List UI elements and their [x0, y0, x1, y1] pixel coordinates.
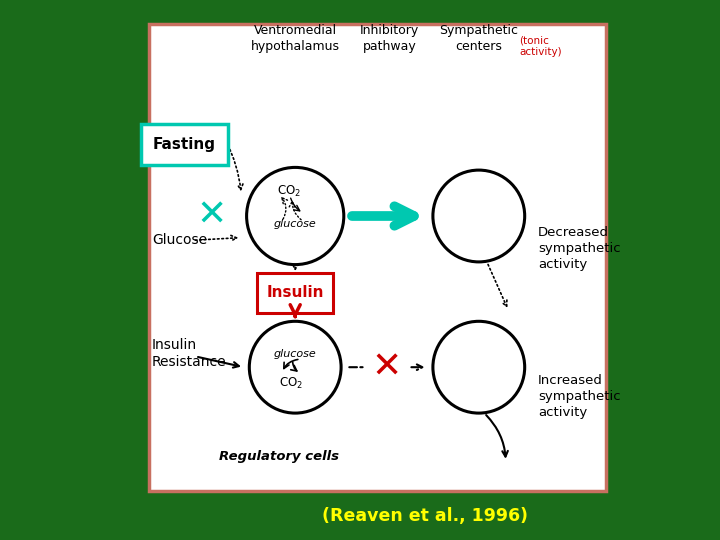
Text: CO$_2$: CO$_2$	[276, 184, 301, 199]
Text: Ventromedial
hypothalamus: Ventromedial hypothalamus	[251, 24, 340, 53]
Text: Regulatory cells: Regulatory cells	[219, 450, 339, 463]
Text: Decreased
sympathetic
activity: Decreased sympathetic activity	[539, 226, 621, 271]
Text: Insulin
Resistance: Insulin Resistance	[152, 338, 227, 369]
Text: Insulin: Insulin	[266, 286, 324, 300]
FancyBboxPatch shape	[258, 273, 333, 313]
Text: (Reaven et al., 1996): (Reaven et al., 1996)	[322, 507, 528, 525]
Text: CO$_2$: CO$_2$	[279, 376, 303, 391]
Text: Inhibitory
pathway: Inhibitory pathway	[360, 24, 419, 53]
Text: ✕: ✕	[197, 199, 227, 233]
FancyBboxPatch shape	[141, 124, 228, 165]
FancyBboxPatch shape	[150, 24, 606, 491]
Text: Glucose: Glucose	[152, 233, 207, 247]
Text: ✕: ✕	[372, 350, 402, 384]
Text: Sympathetic
centers: Sympathetic centers	[439, 24, 518, 53]
Text: Fasting: Fasting	[153, 137, 216, 152]
Text: glucose: glucose	[274, 349, 317, 359]
Text: glucose: glucose	[274, 219, 317, 229]
Text: Increased
sympathetic
activity: Increased sympathetic activity	[539, 374, 621, 420]
Text: (tonic
activity): (tonic activity)	[519, 35, 562, 57]
